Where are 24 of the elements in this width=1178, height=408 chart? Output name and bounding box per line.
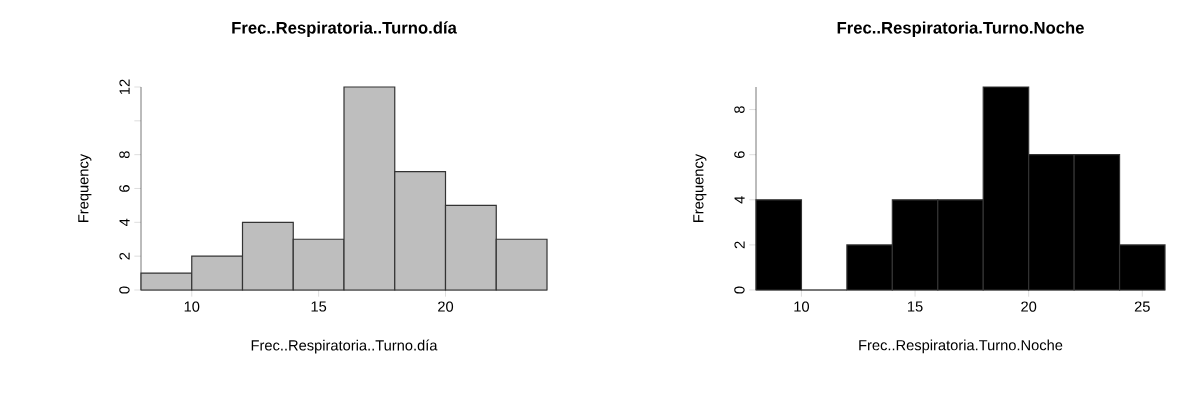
y-tick-label: 4 bbox=[119, 218, 130, 227]
y-axis-title: Frequency bbox=[78, 153, 92, 222]
y-axis-title: Frequency bbox=[693, 153, 707, 222]
x-tick-label: 15 bbox=[311, 301, 327, 312]
chart-title: Frec..Respiratoria.Turno.Noche bbox=[837, 21, 1084, 37]
x-axis-title: Frec..Respiratoria.Turno.Noche bbox=[859, 339, 1063, 354]
x-tick-label: 10 bbox=[794, 301, 810, 312]
x-tick-label: 25 bbox=[1134, 301, 1150, 312]
y-tick-label: 2 bbox=[119, 252, 130, 260]
x-tick-label: 20 bbox=[438, 301, 454, 312]
x-axis-title: Frec..Respiratoria..Turno.día bbox=[251, 339, 438, 354]
x-tick-label: 15 bbox=[908, 301, 923, 312]
y-tick-label: 8 bbox=[734, 106, 745, 114]
y-tick-label: 6 bbox=[734, 151, 745, 158]
chart-title: Frec..Respiratoria..Turno.día bbox=[232, 21, 457, 37]
x-tick-label: 10 bbox=[184, 301, 200, 312]
y-tick-label: 0 bbox=[119, 286, 130, 294]
y-tick-label: 8 bbox=[119, 151, 130, 159]
x-tick-label: 20 bbox=[1021, 301, 1037, 312]
y-tick-label: 6 bbox=[119, 185, 130, 192]
y-tick-label: 12 bbox=[119, 79, 130, 95]
y-tick-label: 2 bbox=[734, 241, 745, 249]
y-tick-label: 4 bbox=[734, 196, 745, 204]
y-tick-label: 0 bbox=[734, 286, 745, 294]
